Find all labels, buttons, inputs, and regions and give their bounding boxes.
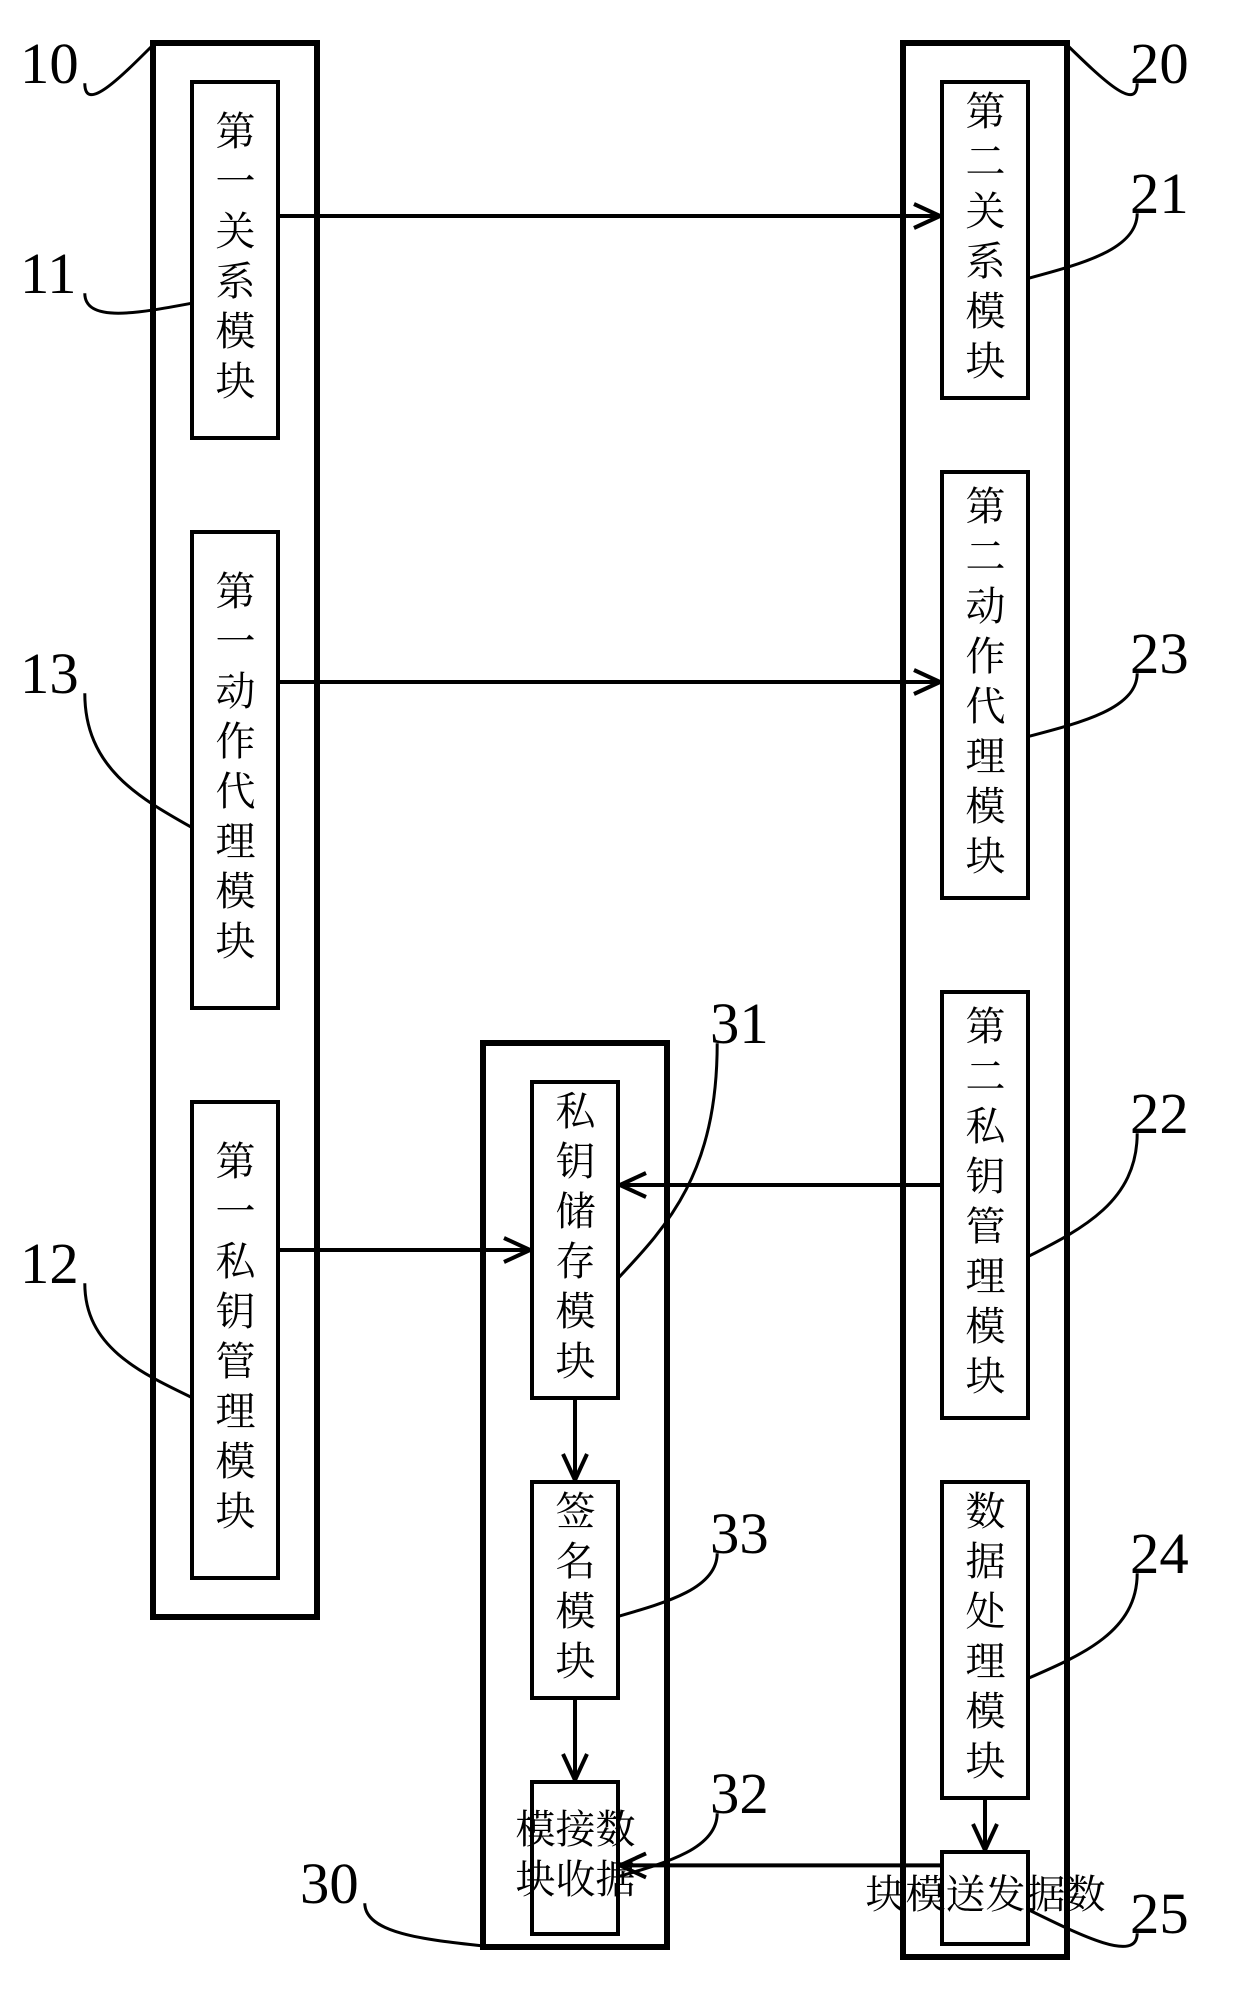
ref-label-32: 32 xyxy=(710,1760,769,1827)
ref-label-12: 12 xyxy=(20,1230,79,1297)
ref-label-13: 13 xyxy=(20,640,79,707)
ref-label-10: 10 xyxy=(20,30,79,97)
module-label-b31: 私钥储存模块 xyxy=(536,1086,614,1394)
ref-label-33: 33 xyxy=(710,1500,769,1567)
module-label-b21: 第二关系模块 xyxy=(946,86,1024,394)
module-label-b13: 第一动作代理模块 xyxy=(196,536,274,1004)
ref-label-23: 23 xyxy=(1130,620,1189,687)
ref-label-20: 20 xyxy=(1130,30,1189,97)
module-label-b24: 数据处理模块 xyxy=(946,1486,1024,1794)
module-label-b23: 第二动作代理模块 xyxy=(946,476,1024,894)
ref-label-24: 24 xyxy=(1130,1520,1189,1587)
ref-label-11: 11 xyxy=(20,240,76,307)
module-label-b22: 第二私钥管理模块 xyxy=(946,996,1024,1414)
module-label-b25: 数据发送模块 xyxy=(946,1856,1024,1940)
ref-label-22: 22 xyxy=(1130,1080,1189,1147)
diagram-stage: 第一关系模块第一动作代理模块第一私钥管理模块 第二关系模块第二动作代理模块第二私钥… xyxy=(0,0,1240,2012)
ref-label-21: 21 xyxy=(1130,160,1189,227)
ref-label-30: 30 xyxy=(300,1850,359,1917)
ref-label-25: 25 xyxy=(1130,1880,1189,1947)
module-label-b32: 数据接收模块 xyxy=(536,1786,614,1930)
module-label-b12: 第一私钥管理模块 xyxy=(196,1106,274,1574)
ref-label-31: 31 xyxy=(710,990,769,1057)
module-label-b33: 签名模块 xyxy=(536,1486,614,1694)
module-label-b11: 第一关系模块 xyxy=(196,86,274,434)
